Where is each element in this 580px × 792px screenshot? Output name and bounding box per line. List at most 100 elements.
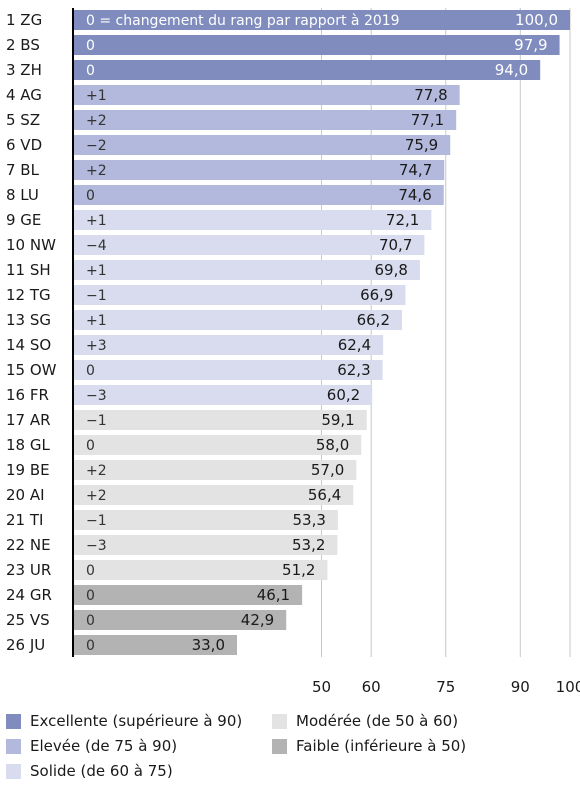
category-label: 4 AG <box>6 86 42 104</box>
category-label: 13 SG <box>6 311 51 329</box>
rank-change-label: 0 <box>86 63 95 79</box>
x-tick-label: 75 <box>436 678 455 696</box>
rank-change-label: −3 <box>86 538 107 554</box>
bar-14 <box>73 335 384 355</box>
bar-chart: 1 ZG 2 BS 3 ZH 4 AG 5 SZ 6 VD 7 BL 8 LU 9 GE 10 N… <box>6 8 580 696</box>
rank-change-label: +1 <box>86 88 107 104</box>
bar-15 <box>73 360 383 380</box>
rank-change-label: 0 <box>86 638 95 654</box>
value-label: 56,4 <box>308 486 341 504</box>
category-label: 16 FR <box>6 386 49 404</box>
value-label: 74,6 <box>398 186 431 204</box>
bar-1 <box>73 10 570 30</box>
category-label: 20 AI <box>6 486 45 504</box>
bar-26 <box>73 635 238 655</box>
rank-change-label: −1 <box>86 513 107 529</box>
bar-25 <box>73 610 287 630</box>
rank-change-label: −1 <box>86 288 107 304</box>
legend-label-faible: Faible (inférieure à 50) <box>296 737 467 755</box>
legend: Excellente (supérieure à 90) Modérée (de… <box>6 708 576 788</box>
bar-23 <box>73 560 328 580</box>
value-label: 58,0 <box>316 436 349 454</box>
legend-label-solide: Solide (de 60 à 75) <box>30 762 173 780</box>
bar-5 <box>73 110 457 130</box>
bar-24 <box>73 585 303 605</box>
value-label: 51,2 <box>282 561 315 579</box>
value-label: 60,2 <box>327 386 360 404</box>
rank-change-label: 0 <box>86 563 95 579</box>
legend-swatch-excellent <box>6 713 21 729</box>
x-tick-label: 90 <box>511 678 530 696</box>
bar-22 <box>73 535 338 555</box>
bar-13 <box>73 310 403 330</box>
category-label: 19 BE <box>6 461 50 479</box>
rank-change-label: +1 <box>86 213 107 229</box>
category-label: 5 SZ <box>6 111 40 129</box>
value-label: 53,2 <box>292 536 325 554</box>
category-label: 11 SH <box>6 261 51 279</box>
rank-change-label: −1 <box>86 413 107 429</box>
value-label: 57,0 <box>311 461 344 479</box>
rank-change-label: 0 <box>86 188 95 204</box>
value-label: 77,1 <box>411 111 444 129</box>
value-label: 53,3 <box>292 511 325 529</box>
value-label: 66,9 <box>360 286 393 304</box>
bar-8 <box>73 185 444 205</box>
bar-18 <box>73 435 362 455</box>
rank-change-label: −4 <box>86 238 107 254</box>
bar-10 <box>73 235 425 255</box>
bar-2 <box>73 35 560 55</box>
category-label: 7 BL <box>6 161 40 179</box>
legend-item-excellent: Excellente (supérieure à 90) <box>6 712 242 730</box>
legend-item-moderee: Modérée (de 50 à 60) <box>272 712 458 730</box>
value-label: 42,9 <box>241 611 274 629</box>
value-label: 100,0 <box>515 11 558 29</box>
bar-3 <box>73 60 541 80</box>
category-label: 26 JU <box>6 636 45 654</box>
rank-change-label: 0 <box>86 613 95 629</box>
legend-swatch-faible <box>272 738 287 754</box>
category-label: 1 ZG <box>6 11 42 29</box>
bar-21 <box>73 510 338 530</box>
bar-20 <box>73 485 354 505</box>
rank-change-label: +2 <box>86 488 107 504</box>
legend-label-excellent: Excellente (supérieure à 90) <box>30 712 243 730</box>
value-label: 97,9 <box>514 36 547 54</box>
legend-swatch-solide <box>6 763 21 779</box>
category-label: 17 AR <box>6 411 51 429</box>
legend-item-solide: Solide (de 60 à 75) <box>6 762 173 780</box>
value-label: 33,0 <box>192 636 225 654</box>
rank-change-label: +1 <box>86 263 107 279</box>
legend-item-faible: Faible (inférieure à 50) <box>272 737 466 755</box>
legend-swatch-moderee <box>272 713 287 729</box>
value-label: 66,2 <box>357 311 390 329</box>
value-label: 70,7 <box>379 236 412 254</box>
x-tick-label: 60 <box>362 678 381 696</box>
value-label: 72,1 <box>386 211 419 229</box>
value-label: 59,1 <box>321 411 354 429</box>
rank-change-label: +2 <box>86 113 107 129</box>
rank-change-label: +1 <box>86 313 107 329</box>
value-label: 94,0 <box>495 61 528 79</box>
value-label: 69,8 <box>374 261 407 279</box>
legend-swatch-elevee <box>6 738 21 754</box>
category-label: 24 GR <box>6 586 52 604</box>
category-label: 10 NW <box>6 236 56 254</box>
rank-change-label: 0 <box>86 588 95 604</box>
category-label: 2 BS <box>6 36 40 54</box>
value-label: 74,7 <box>399 161 432 179</box>
legend-label-elevee: Elevée (de 75 à 90) <box>30 737 178 755</box>
category-label: 8 LU <box>6 186 39 204</box>
category-label: 21 TI <box>6 511 43 529</box>
x-tick-label: 100 <box>556 678 580 696</box>
rank-change-label: 0 <box>86 38 95 54</box>
bar-17 <box>73 410 367 430</box>
category-label: 12 TG <box>6 286 51 304</box>
legend-item-elevee: Elevée (de 75 à 90) <box>6 737 177 755</box>
bar-9 <box>73 210 432 230</box>
bar-19 <box>73 460 357 480</box>
value-label: 77,8 <box>414 86 447 104</box>
rank-change-label: +3 <box>86 338 107 354</box>
category-label: 3 ZH <box>6 61 42 79</box>
category-label: 18 GL <box>6 436 50 454</box>
